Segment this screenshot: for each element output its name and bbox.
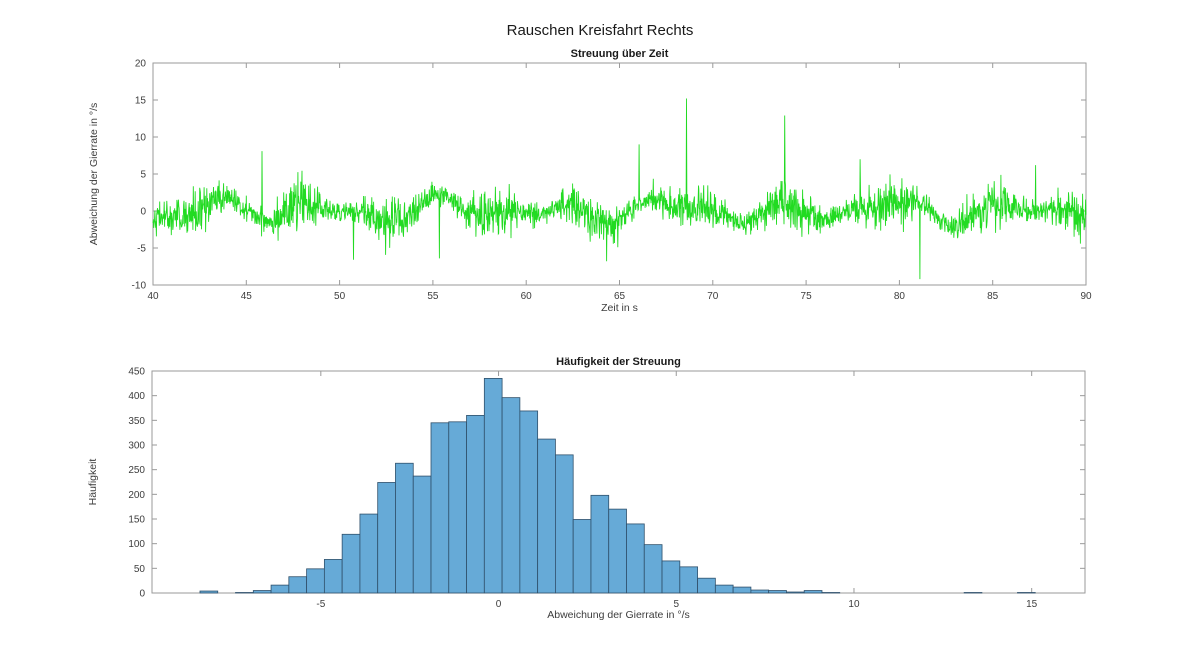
- chart2-y-tick-label: 250: [128, 465, 145, 476]
- chart2-y-tick-label: 400: [128, 391, 145, 402]
- histogram-bar: [626, 523, 645, 594]
- chart-streuung-ueber-zeit: 40 45 50 55 60 65 70 75 80 85 90 -10 -5 0 5 10 15 20 Streu…: [88, 48, 1092, 314]
- histogram-bar: [768, 590, 787, 594]
- histogram-bar: [732, 586, 752, 594]
- histogram-bar: [714, 584, 734, 594]
- histogram-bar: [750, 589, 770, 594]
- chart1-x-tick-label: 80: [894, 291, 906, 302]
- chart2-y-tick-label: 150: [128, 515, 145, 526]
- chart1-x-tick-label: 85: [987, 291, 999, 302]
- chart1-y-tick-label: 15: [135, 96, 147, 107]
- histogram-bar: [537, 438, 556, 594]
- histogram-bar: [288, 576, 308, 594]
- chart2-x-tick-label: 5: [673, 599, 679, 610]
- histogram-bar: [679, 566, 698, 594]
- histogram-bar: [483, 377, 503, 594]
- chart1-y-tick-label: -5: [137, 244, 146, 255]
- chart1-y-tick-label: 10: [135, 133, 147, 144]
- histogram-bar: [377, 482, 396, 594]
- chart2-y-tick-label: 100: [128, 539, 145, 550]
- histogram-bar: [572, 519, 592, 594]
- chart1-x-tick-label: 70: [707, 291, 719, 302]
- chart2-x-tick-label: -5: [316, 599, 325, 610]
- chart2-x-tick-label: 10: [848, 599, 860, 610]
- noise-signal-line: [152, 98, 1087, 280]
- chart1-x-tick-label: 40: [147, 291, 159, 302]
- chart1-x-tick-label: 75: [801, 291, 813, 302]
- histogram-bar: [306, 568, 325, 594]
- chart2-x-tick-label: 15: [1026, 599, 1038, 610]
- histogram-bar: [270, 584, 290, 594]
- chart1-xlabel: Zeit in s: [601, 302, 638, 314]
- chart1-x-tick-label: 45: [241, 291, 253, 302]
- histogram-bar: [466, 414, 485, 594]
- chart1-plot-box: [152, 62, 1087, 286]
- histogram-bar: [555, 454, 574, 594]
- chart1-x-tick-label: 60: [521, 291, 533, 302]
- histogram-bar: [803, 590, 823, 594]
- chart2-ylabel: Häufigkeit: [87, 459, 99, 506]
- chart1-x-tick-label: 55: [427, 291, 439, 302]
- histogram-bar: [501, 397, 521, 594]
- chart-haeufigkeit-der-streuung: -5 0 5 10 15050100150200250300350400450Häufi…: [87, 356, 1086, 621]
- chart2-xlabel: Abweichung der Gierrate in °/s: [547, 609, 690, 621]
- chart2-y-tick-label: 200: [128, 490, 145, 501]
- histogram-bar: [643, 544, 663, 594]
- histogram-bar: [519, 410, 539, 594]
- figure-title: Rauschen Kreisfahrt Rechts: [506, 22, 694, 39]
- histogram-bar: [430, 422, 450, 594]
- histogram-bar: [448, 421, 467, 594]
- chart1-y-tick-label: 20: [135, 59, 147, 70]
- chart1-y-tick-label: 5: [140, 170, 146, 181]
- chart1-x-tick-label: 90: [1080, 291, 1092, 302]
- histogram-bar: [608, 508, 627, 594]
- histogram-bar: [359, 513, 379, 594]
- histogram-bar: [199, 590, 219, 594]
- chart2-y-tick-label: 350: [128, 416, 145, 427]
- chart1-x-tick-label: 50: [334, 291, 346, 302]
- chart2-y-tick-label: 0: [139, 589, 145, 600]
- chart1-x-tick-label: 65: [614, 291, 626, 302]
- chart1-title: Streuung über Zeit: [571, 48, 669, 60]
- histogram-bar: [661, 560, 681, 594]
- chart2-y-tick-label: 450: [128, 367, 145, 378]
- chart1-y-tick-label: 0: [140, 207, 146, 218]
- chart2-y-tick-label: 300: [128, 441, 145, 452]
- chart1-ylabel: Abweichung der Gierrate in °/s: [88, 103, 100, 246]
- histogram-bar: [252, 590, 272, 594]
- chart1-y-tick-label: -10: [132, 281, 147, 292]
- histogram-bar: [786, 591, 805, 594]
- chart2-y-tick-label: 50: [134, 564, 146, 575]
- histogram-bar: [395, 462, 414, 594]
- histogram-bar: [697, 577, 716, 594]
- histogram-bar: [341, 533, 361, 594]
- histogram-bar: [323, 559, 343, 594]
- chart2-x-tick-label: 0: [496, 599, 502, 610]
- histogram-bar: [590, 494, 610, 594]
- chart2-title: Häufigkeit der Streuung: [556, 356, 681, 368]
- histogram-bar: [412, 475, 432, 594]
- histogram-bars: [199, 377, 1036, 594]
